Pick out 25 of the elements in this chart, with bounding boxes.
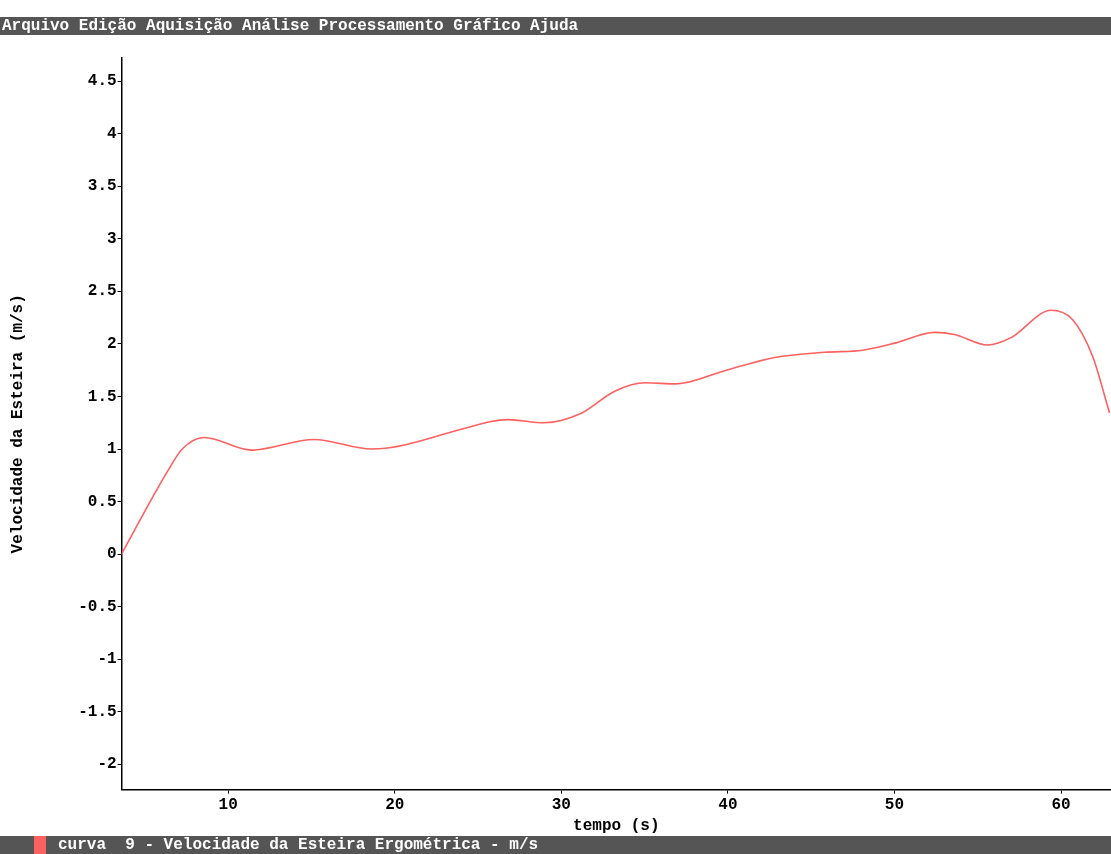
y-tick-label: 2.5 <box>87 282 117 301</box>
y-tick-label: 1 <box>107 440 117 459</box>
y-tick-label: 0.5 <box>87 492 117 511</box>
x-tick-label: 40 <box>718 796 738 815</box>
y-tick-label: 4 <box>107 124 117 143</box>
y-tick-label: 4.5 <box>87 72 117 91</box>
y-tick-label: 1.5 <box>87 387 117 406</box>
y-tick-label: 3 <box>107 229 117 248</box>
text: Arquivo Edição Aquisição Análise Processamento Gráfico Ajuda <box>2 17 579 35</box>
y-axis-title: Velocidade da Esteira (m/s) <box>8 294 27 554</box>
legend-label: curva 9 - Velocidade da Esteira Ergométrica - m/s <box>58 836 539 854</box>
x-tick-label: 60 <box>1051 796 1071 815</box>
line-series <box>121 309 1111 555</box>
x-tick-label: 50 <box>884 796 905 815</box>
x-tick-label: 10 <box>218 796 238 815</box>
y-tick-label: -1 <box>97 650 117 669</box>
y-tick-label: -2 <box>97 755 117 774</box>
y-tick-label: -0.5 <box>78 597 117 616</box>
y-tick-label: 3.5 <box>87 177 117 196</box>
x-axis-title: tempo (s) <box>573 817 660 836</box>
x-tick-label: 30 <box>551 796 571 815</box>
x-tick-label: 20 <box>385 796 405 815</box>
y-tick-label: 0 <box>107 545 117 564</box>
y-tick-label: 2 <box>107 334 117 353</box>
y-tick-label: -1.5 <box>78 702 117 721</box>
